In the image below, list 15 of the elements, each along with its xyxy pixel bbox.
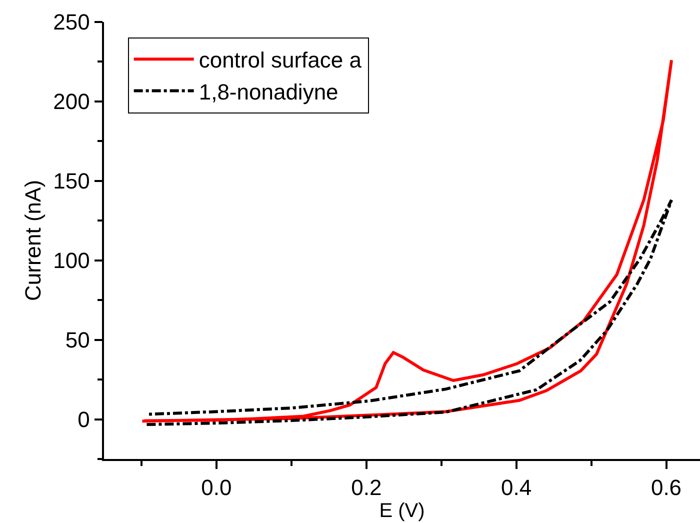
y-tick-label: 0 bbox=[78, 406, 90, 432]
x-tick-label: 0.2 bbox=[351, 475, 382, 500]
legend-label: 1,8-nonadiyne bbox=[198, 79, 338, 104]
y-tick-label: 100 bbox=[53, 248, 90, 274]
legend-label: control surface a bbox=[198, 48, 362, 73]
x-tick-label: 0.0 bbox=[201, 475, 232, 500]
y-tick-label: 50 bbox=[65, 328, 90, 353]
x-tick-label: 0.6 bbox=[650, 475, 682, 500]
y-tick-label: 250 bbox=[53, 10, 90, 35]
y-tick-label: 200 bbox=[53, 89, 90, 114]
line-series bbox=[145, 198, 674, 426]
y-tick-label: 150 bbox=[53, 168, 90, 194]
x-axis-title: E (V) bbox=[379, 500, 425, 522]
x-tick-label: 0.4 bbox=[501, 475, 532, 500]
y-axis-title: Current (nA) bbox=[20, 180, 46, 302]
